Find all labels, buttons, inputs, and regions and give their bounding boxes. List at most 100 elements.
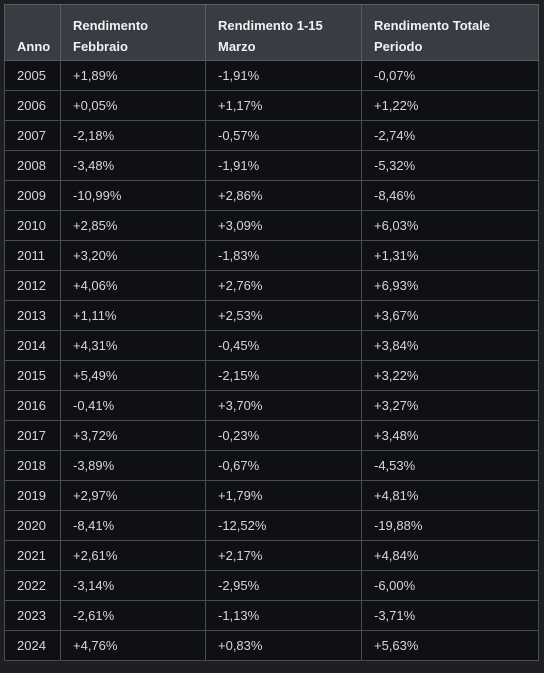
table-row: 2014 +4,31% -0,45% +3,84% (4, 330, 539, 361)
cell-anno: 2005 (4, 60, 61, 91)
cell-totale: -4,53% (361, 450, 539, 481)
cell-anno: 2012 (4, 270, 61, 301)
cell-marzo: +1,17% (205, 90, 362, 121)
header-rendimento-marzo: Rendimento 1-15 Marzo (205, 4, 362, 61)
cell-totale: +6,93% (361, 270, 539, 301)
cell-anno: 2006 (4, 90, 61, 121)
cell-totale: -6,00% (361, 570, 539, 601)
table-row: 2012 +4,06% +2,76% +6,93% (4, 270, 539, 301)
cell-anno: 2022 (4, 570, 61, 601)
cell-anno: 2007 (4, 120, 61, 151)
cell-anno: 2021 (4, 540, 61, 571)
table-row: 2007 -2,18% -0,57% -2,74% (4, 120, 539, 151)
cell-febbraio: +4,76% (60, 630, 206, 661)
table-row: 2019 +2,97% +1,79% +4,81% (4, 480, 539, 511)
cell-febbraio: -3,48% (60, 150, 206, 181)
cell-totale: -3,71% (361, 600, 539, 631)
cell-totale: -0,07% (361, 60, 539, 91)
table-row: 2013 +1,11% +2,53% +3,67% (4, 300, 539, 331)
cell-marzo: -0,45% (205, 330, 362, 361)
cell-marzo: +2,17% (205, 540, 362, 571)
cell-marzo: -0,67% (205, 450, 362, 481)
header-rendimento-totale: Rendimento Totale Periodo (361, 4, 539, 61)
header-row: Anno Rendimento Febbraio Rendimento 1-15… (4, 4, 539, 61)
cell-totale: +3,48% (361, 420, 539, 451)
cell-anno: 2010 (4, 210, 61, 241)
cell-anno: 2017 (4, 420, 61, 451)
cell-totale: +1,22% (361, 90, 539, 121)
cell-totale: +3,27% (361, 390, 539, 421)
cell-totale: -5,32% (361, 150, 539, 181)
cell-marzo: -1,83% (205, 240, 362, 271)
cell-totale: +1,31% (361, 240, 539, 271)
cell-totale: +5,63% (361, 630, 539, 661)
cell-anno: 2009 (4, 180, 61, 211)
cell-febbraio: +0,05% (60, 90, 206, 121)
cell-totale: -19,88% (361, 510, 539, 541)
header-rendimento-febbraio: Rendimento Febbraio (60, 4, 206, 61)
table-row: 2022 -3,14% -2,95% -6,00% (4, 570, 539, 601)
cell-marzo: +3,09% (205, 210, 362, 241)
cell-febbraio: +5,49% (60, 360, 206, 391)
cell-marzo: +1,79% (205, 480, 362, 511)
cell-anno: 2018 (4, 450, 61, 481)
table-row: 2020 -8,41% -12,52% -19,88% (4, 510, 539, 541)
cell-anno: 2019 (4, 480, 61, 511)
returns-table-container: Anno Rendimento Febbraio Rendimento 1-15… (4, 4, 539, 661)
cell-marzo: -1,13% (205, 600, 362, 631)
table-body: 2005 +1,89% -1,91% -0,07% 2006 +0,05% +1,17% +1… (4, 60, 539, 661)
cell-febbraio: +4,06% (60, 270, 206, 301)
table-row: 2006 +0,05% +1,17% +1,22% (4, 90, 539, 121)
cell-totale: +3,22% (361, 360, 539, 391)
cell-totale: +4,84% (361, 540, 539, 571)
cell-totale: -8,46% (361, 180, 539, 211)
cell-febbraio: -3,89% (60, 450, 206, 481)
table-row: 2009 -10,99% +2,86% -8,46% (4, 180, 539, 211)
cell-anno: 2023 (4, 600, 61, 631)
cell-marzo: -12,52% (205, 510, 362, 541)
cell-marzo: -1,91% (205, 60, 362, 91)
cell-marzo: +2,76% (205, 270, 362, 301)
table-row: 2008 -3,48% -1,91% -5,32% (4, 150, 539, 181)
cell-febbraio: +2,97% (60, 480, 206, 511)
cell-totale: +6,03% (361, 210, 539, 241)
cell-totale: +3,67% (361, 300, 539, 331)
cell-febbraio: +1,11% (60, 300, 206, 331)
cell-marzo: +2,53% (205, 300, 362, 331)
cell-febbraio: +4,31% (60, 330, 206, 361)
cell-anno: 2016 (4, 390, 61, 421)
returns-table: Anno Rendimento Febbraio Rendimento 1-15… (4, 4, 539, 661)
cell-febbraio: -8,41% (60, 510, 206, 541)
cell-marzo: +3,70% (205, 390, 362, 421)
cell-marzo: -2,15% (205, 360, 362, 391)
cell-febbraio: +3,72% (60, 420, 206, 451)
table-row: 2005 +1,89% -1,91% -0,07% (4, 60, 539, 91)
table-row: 2021 +2,61% +2,17% +4,84% (4, 540, 539, 571)
cell-totale: -2,74% (361, 120, 539, 151)
table-row: 2018 -3,89% -0,67% -4,53% (4, 450, 539, 481)
header-anno: Anno (4, 4, 61, 61)
cell-marzo: +0,83% (205, 630, 362, 661)
cell-marzo: -0,23% (205, 420, 362, 451)
cell-febbraio: -3,14% (60, 570, 206, 601)
cell-marzo: -0,57% (205, 120, 362, 151)
table-row: 2023 -2,61% -1,13% -3,71% (4, 600, 539, 631)
cell-febbraio: +2,85% (60, 210, 206, 241)
cell-anno: 2008 (4, 150, 61, 181)
cell-marzo: -1,91% (205, 150, 362, 181)
cell-anno: 2013 (4, 300, 61, 331)
cell-febbraio: +3,20% (60, 240, 206, 271)
cell-febbraio: -0,41% (60, 390, 206, 421)
cell-anno: 2014 (4, 330, 61, 361)
cell-febbraio: +2,61% (60, 540, 206, 571)
cell-febbraio: -2,18% (60, 120, 206, 151)
cell-marzo: +2,86% (205, 180, 362, 211)
table-row: 2017 +3,72% -0,23% +3,48% (4, 420, 539, 451)
cell-febbraio: -2,61% (60, 600, 206, 631)
cell-anno: 2024 (4, 630, 61, 661)
table-header: Anno Rendimento Febbraio Rendimento 1-15… (4, 4, 539, 61)
table-row: 2011 +3,20% -1,83% +1,31% (4, 240, 539, 271)
cell-anno: 2015 (4, 360, 61, 391)
cell-febbraio: -10,99% (60, 180, 206, 211)
cell-marzo: -2,95% (205, 570, 362, 601)
